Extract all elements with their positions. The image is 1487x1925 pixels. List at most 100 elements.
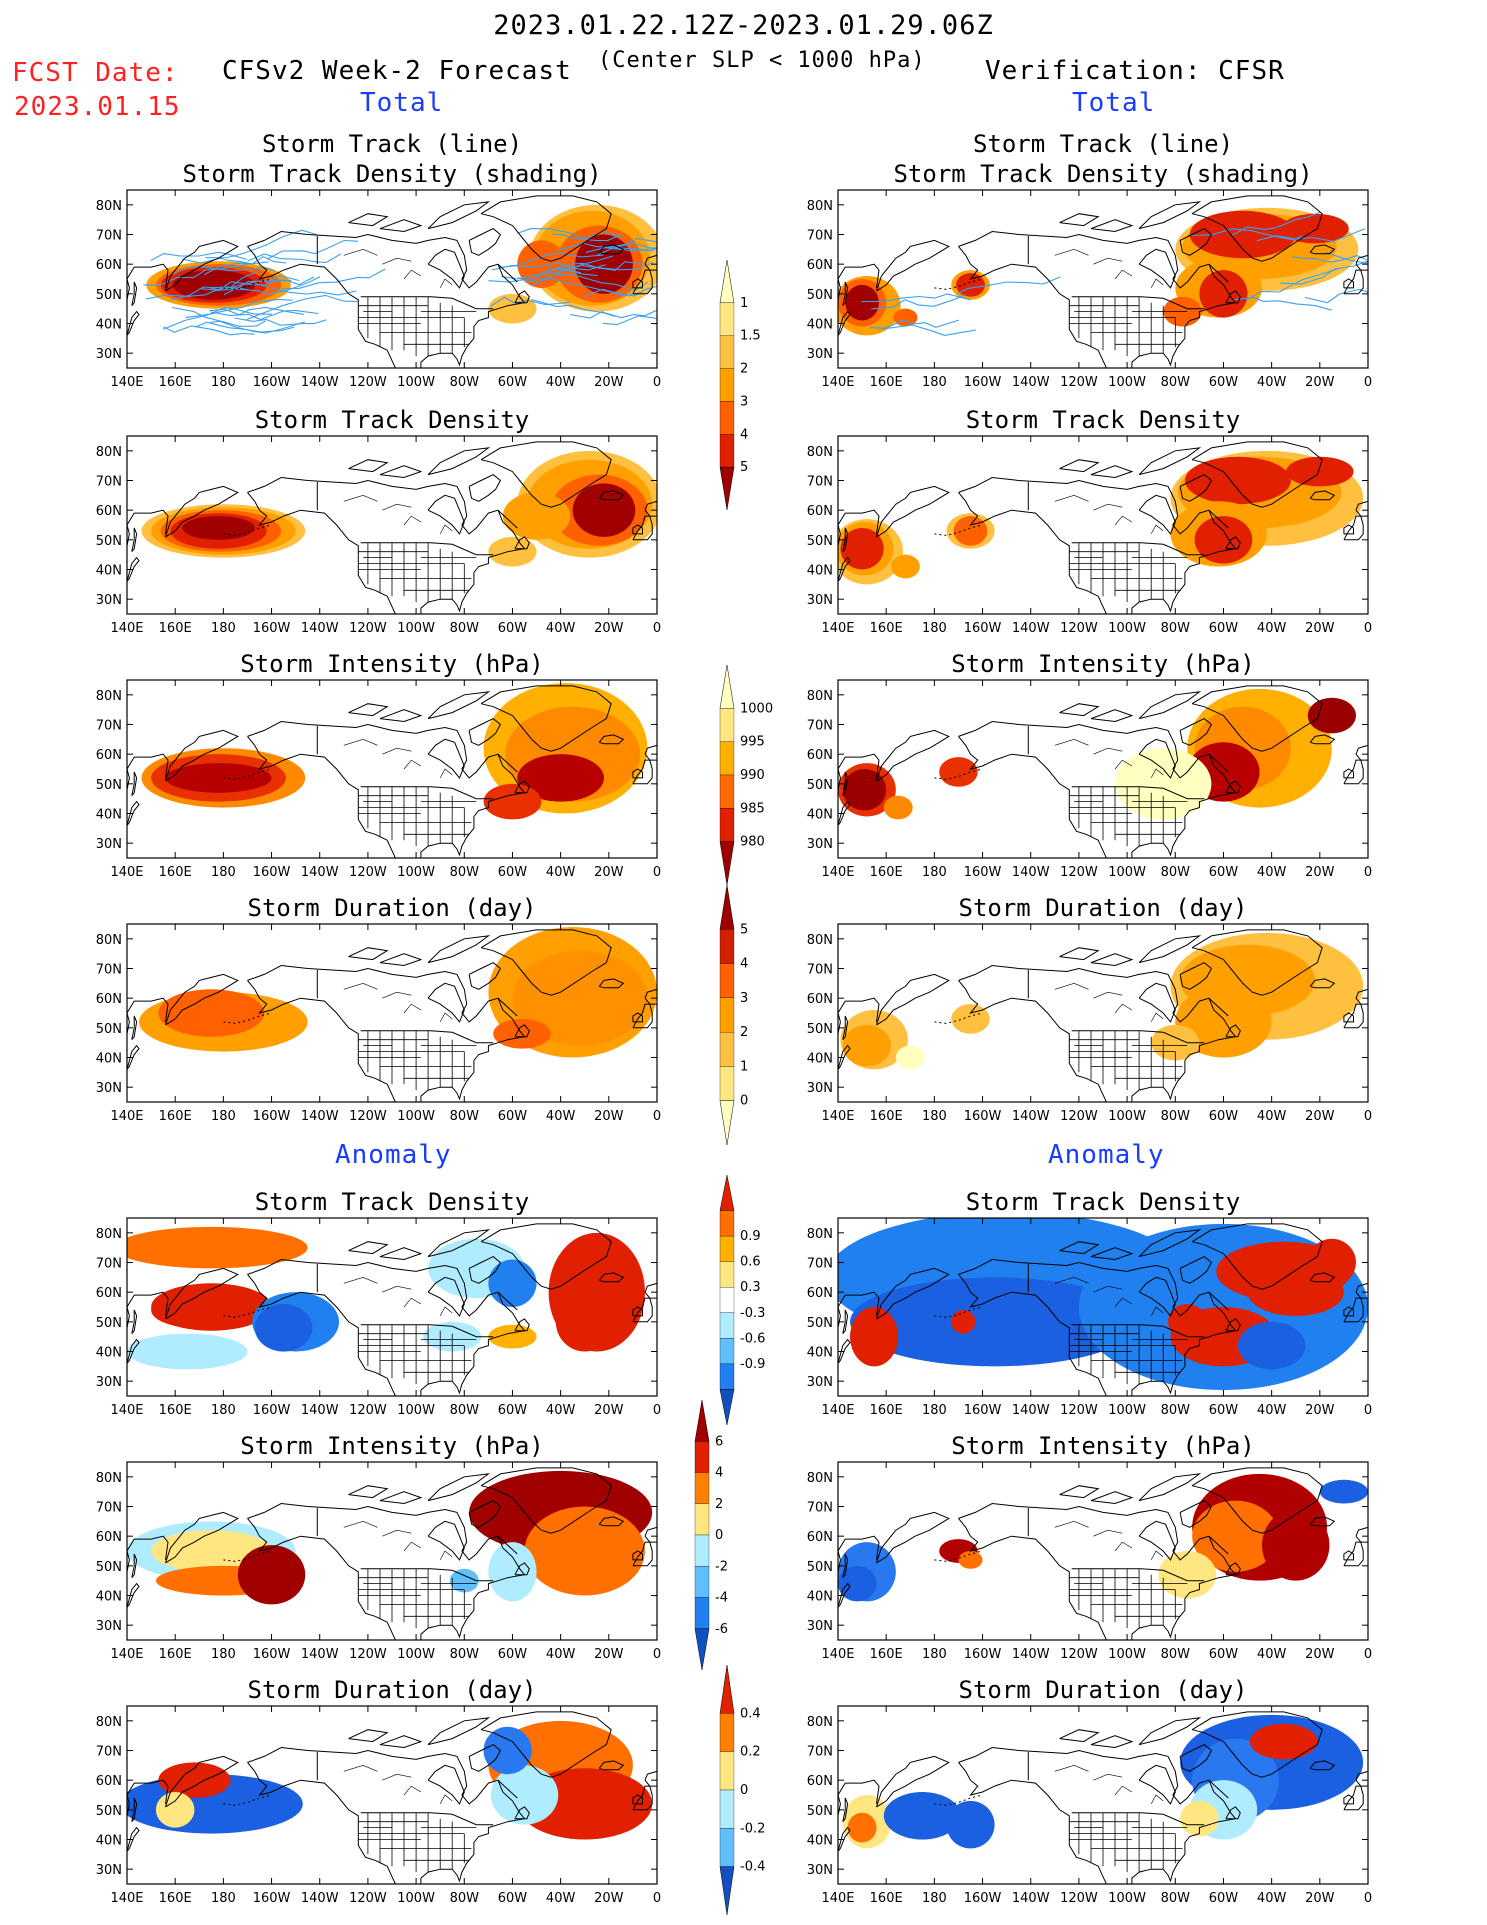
shading-region bbox=[555, 1292, 614, 1352]
lon-tick-label: 160E bbox=[870, 375, 903, 390]
map-panel-fcst-duration-anom: Storm Duration (day) 140E 160E 180 160W 140W 1… bbox=[96, 1676, 661, 1906]
lon-tick-label: 60W bbox=[498, 1109, 528, 1124]
lat-tick-label: 70N bbox=[96, 1257, 122, 1272]
lon-tick-label: 140W bbox=[1012, 621, 1050, 636]
verification-anomaly-label: Anomaly bbox=[1048, 1140, 1165, 1170]
lon-tick-label: 120W bbox=[1060, 621, 1098, 636]
colorbar-segment bbox=[719, 401, 735, 435]
shading-region bbox=[1319, 1479, 1368, 1504]
panel-title: Storm Track (line) bbox=[261, 130, 523, 158]
lat-tick-label: 70N bbox=[807, 229, 833, 244]
storm-track-line bbox=[145, 287, 251, 300]
lon-tick-label: 20W bbox=[594, 1891, 624, 1906]
lon-tick-label: 0 bbox=[1364, 621, 1372, 636]
shading-region bbox=[1194, 516, 1253, 564]
lon-tick-label: 80W bbox=[450, 1647, 480, 1662]
lat-tick-label: 60N bbox=[96, 258, 122, 273]
lon-tick-label: 180 bbox=[922, 375, 947, 390]
storm-track-line bbox=[182, 257, 269, 265]
colorbar-label: -6 bbox=[715, 1622, 728, 1637]
colorbar-segment bbox=[719, 841, 735, 886]
lon-tick-label: 140E bbox=[821, 375, 854, 390]
storm-track-line bbox=[169, 270, 259, 301]
lon-tick-label: 0 bbox=[653, 621, 661, 636]
lon-tick-label: 160W bbox=[964, 1891, 1002, 1906]
lat-tick-label: 50N bbox=[807, 1804, 833, 1819]
lon-tick-label: 60W bbox=[498, 1647, 528, 1662]
shading-region bbox=[151, 1292, 238, 1328]
lon-tick-label: 100W bbox=[1108, 1403, 1146, 1418]
colorbar-label: 0.3 bbox=[740, 1280, 761, 1295]
lon-tick-label: 20W bbox=[1305, 1647, 1335, 1662]
lon-tick-label: 160W bbox=[253, 1403, 291, 1418]
map-plot: 140E 160E 180 160W 140W 120W 100W 80W 60W 40W 20W 0… bbox=[96, 435, 661, 636]
lat-tick-label: 30N bbox=[807, 837, 833, 852]
lat-tick-label: 40N bbox=[96, 318, 122, 333]
lon-tick-label: 20W bbox=[594, 1403, 624, 1418]
colorbar-segment bbox=[719, 1261, 735, 1288]
storm-track-line bbox=[557, 261, 644, 271]
storm-track-line bbox=[210, 320, 306, 334]
lon-tick-label: 40W bbox=[546, 865, 576, 880]
lat-tick-label: 80N bbox=[807, 933, 833, 948]
colorbar-label: 995 bbox=[740, 735, 765, 750]
colorbar-label: 4 bbox=[740, 427, 748, 442]
colorbar-label: -0.2 bbox=[740, 1821, 765, 1836]
lat-tick-label: 50N bbox=[96, 1804, 122, 1819]
lat-tick-label: 40N bbox=[96, 808, 122, 823]
shading-region bbox=[490, 1765, 559, 1825]
lon-tick-label: 100W bbox=[1108, 1891, 1146, 1906]
shading-region bbox=[951, 1004, 990, 1034]
forecast-title: CFSv2 Week-2 Forecast bbox=[222, 56, 572, 86]
lon-tick-label: 120W bbox=[1060, 1647, 1098, 1662]
lon-tick-label: 0 bbox=[1364, 1647, 1372, 1662]
lon-tick-label: 60W bbox=[1209, 865, 1239, 880]
shading-region bbox=[939, 757, 978, 787]
colorbar-label: 2 bbox=[715, 1497, 723, 1512]
map-plot: 140E 160E 180 160W 140W 120W 100W 80W 60W 40W 20W 0… bbox=[96, 189, 661, 390]
lon-tick-label: 80W bbox=[450, 1109, 480, 1124]
lat-tick-label: 60N bbox=[807, 504, 833, 519]
colorbar-intensity: 1000 995 990 985 980 bbox=[719, 660, 780, 890]
map-plot: 140E 160E 180 160W 140W 120W 100W 80W 60W 40W 20W 0… bbox=[96, 1217, 661, 1418]
lat-tick-label: 50N bbox=[96, 534, 122, 549]
panel-title: Storm Intensity (hPa) bbox=[240, 650, 544, 678]
shading-region bbox=[1175, 986, 1272, 1058]
lon-tick-label: 0 bbox=[653, 865, 661, 880]
lon-tick-label: 140E bbox=[821, 865, 854, 880]
lon-tick-label: 100W bbox=[1108, 865, 1146, 880]
colorbar-label: 985 bbox=[740, 801, 765, 816]
lon-tick-label: 60W bbox=[498, 621, 528, 636]
shading-region bbox=[1199, 270, 1248, 318]
lon-tick-label: 60W bbox=[1209, 1403, 1239, 1418]
lat-tick-label: 50N bbox=[807, 1022, 833, 1037]
colorbar-label: -2 bbox=[715, 1559, 728, 1574]
lon-tick-label: 140E bbox=[821, 1891, 854, 1906]
lat-tick-label: 30N bbox=[807, 347, 833, 362]
colorbar-segment bbox=[719, 741, 735, 776]
lat-tick-label: 70N bbox=[96, 963, 122, 978]
colorbar-segment bbox=[719, 1866, 735, 1916]
map-plot: 140E 160E 180 160W 140W 120W 100W 80W 60W 40W 20W 0… bbox=[807, 435, 1372, 636]
colorbar-label: -0.6 bbox=[740, 1331, 765, 1346]
map-plot: 140E 160E 180 160W 140W 120W 100W 80W 60W 40W 20W 0… bbox=[807, 1217, 1372, 1418]
lon-tick-label: 60W bbox=[1209, 1891, 1239, 1906]
storm-track-line bbox=[143, 263, 248, 286]
lon-tick-label: 40W bbox=[546, 1647, 576, 1662]
storm-track-line bbox=[162, 307, 273, 330]
lat-tick-label: 80N bbox=[807, 1715, 833, 1730]
lat-tick-label: 30N bbox=[96, 593, 122, 608]
lat-tick-label: 40N bbox=[96, 1834, 122, 1849]
storm-track-line bbox=[861, 293, 972, 303]
shading-region bbox=[254, 1304, 313, 1352]
colorbar-label: 1.5 bbox=[740, 329, 761, 344]
colorbar-segment bbox=[719, 1210, 735, 1237]
colorbar-label: -0.9 bbox=[740, 1357, 765, 1372]
lon-tick-label: 80W bbox=[1161, 1647, 1191, 1662]
lat-tick-label: 80N bbox=[96, 1471, 122, 1486]
colorbar-segment bbox=[694, 1628, 710, 1671]
shading-region bbox=[524, 1506, 645, 1596]
lon-tick-label: 160W bbox=[964, 1403, 1002, 1418]
colorbar-label: 4 bbox=[740, 957, 748, 972]
lon-tick-label: 180 bbox=[922, 1891, 947, 1906]
